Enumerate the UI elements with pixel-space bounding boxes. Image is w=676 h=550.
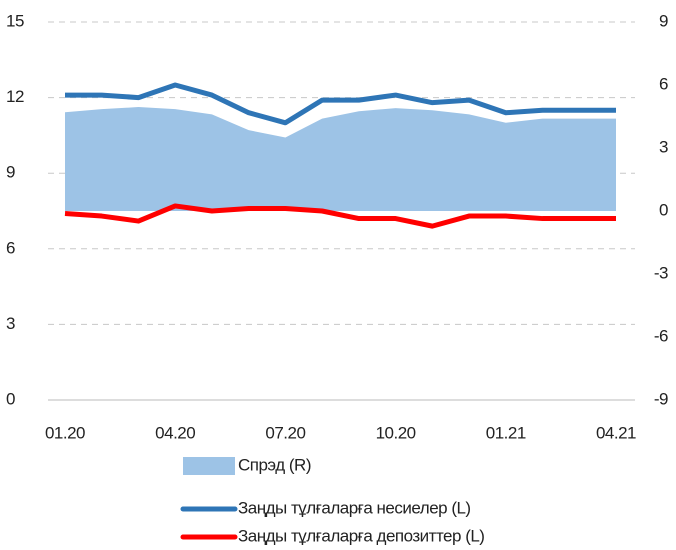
x-tick-label: 01.21 [486,423,526,442]
y-tick-label: 0 [6,389,15,408]
y-tick-label: 3 [6,314,15,333]
legend-label: Заңды тұлғаларға депозиттер (L) [238,526,484,545]
x-tick-label: 10.20 [376,423,416,442]
y-tick-label: 6 [6,238,15,257]
y-tick-label: 12 [6,87,24,106]
y2-tick-label: -6 [654,326,668,345]
legend-label: Заңды тұлғаларға несиелер (L) [238,498,471,517]
x-tick-label: 07.20 [265,423,305,442]
line [64,203,616,229]
y2-tick-label: 3 [659,137,668,156]
y2-tick-label: 9 [659,11,668,30]
y2-tick-label: -3 [654,263,668,282]
legend-label: Спрэд (R) [238,455,311,474]
y2-tick-label: 0 [659,200,668,219]
y-tick-label: 9 [6,163,15,182]
line [65,82,616,126]
y2-tick-label: 6 [659,74,668,93]
y2-tick-label: -9 [654,389,668,408]
x-tick-label: 04.20 [155,423,195,442]
area [65,107,616,211]
y-tick-label: 15 [6,11,24,30]
legend-swatch [183,457,235,475]
x-tick-label: 04.21 [596,423,636,442]
x-tick-label: 01.20 [45,423,85,442]
